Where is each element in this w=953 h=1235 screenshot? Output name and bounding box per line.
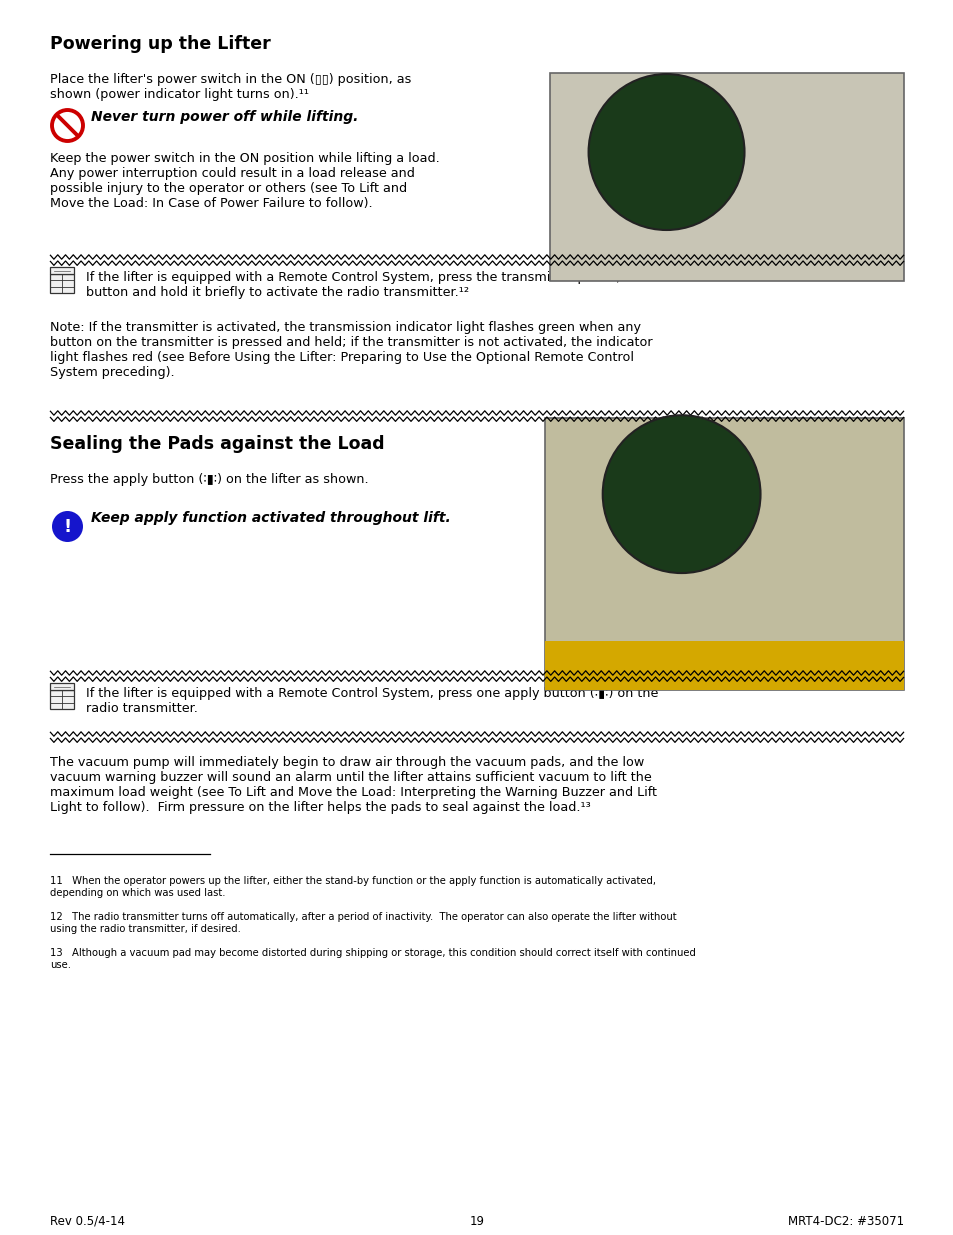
FancyBboxPatch shape [545, 641, 903, 690]
Text: Sealing the Pads against the Load: Sealing the Pads against the Load [50, 435, 384, 453]
Text: Keep the power switch in the ON position while lifting a load.
Any power interru: Keep the power switch in the ON position… [50, 152, 439, 210]
Text: Press the apply button (∶▮∶) on the lifter as shown.: Press the apply button (∶▮∶) on the lift… [50, 473, 368, 487]
Text: Never turn power off while lifting.: Never turn power off while lifting. [91, 110, 358, 124]
Text: If the lifter is equipped with a Remote Control System, press one apply button (: If the lifter is equipped with a Remote … [86, 687, 658, 715]
FancyBboxPatch shape [50, 690, 74, 709]
Circle shape [602, 415, 760, 573]
Text: MRT4-DC2: #35071: MRT4-DC2: #35071 [787, 1215, 903, 1228]
Circle shape [588, 74, 743, 230]
Text: 12   The radio transmitter turns off automatically, after a period of inactivity: 12 The radio transmitter turns off autom… [50, 911, 676, 934]
FancyBboxPatch shape [50, 274, 74, 294]
FancyBboxPatch shape [549, 73, 903, 282]
Text: If the lifter is equipped with a Remote Control System, press the transmitter po: If the lifter is equipped with a Remote … [86, 270, 664, 299]
FancyBboxPatch shape [50, 267, 74, 274]
FancyBboxPatch shape [50, 683, 74, 690]
Text: !: ! [63, 517, 71, 536]
Text: Keep apply function activated throughout lift.: Keep apply function activated throughout… [91, 511, 450, 525]
FancyBboxPatch shape [545, 417, 903, 690]
Text: 13   Although a vacuum pad may become distorted during shipping or storage, this: 13 Although a vacuum pad may become dist… [50, 948, 695, 969]
Circle shape [52, 110, 83, 141]
Text: 12VDC: 12VDC [714, 122, 738, 128]
Text: Powering up the Lifter: Powering up the Lifter [50, 35, 271, 53]
Text: 19: 19 [469, 1215, 484, 1228]
Circle shape [52, 511, 83, 542]
Text: Rev 0.5/4-14: Rev 0.5/4-14 [50, 1215, 125, 1228]
Text: 12VDC: 12VDC [712, 458, 736, 464]
Text: Place the lifter's power switch in the ON (▯▯) position, as
shown (power indicat: Place the lifter's power switch in the O… [50, 73, 411, 101]
Text: 11   When the operator powers up the lifter, either the stand-by function or the: 11 When the operator powers up the lifte… [50, 876, 656, 898]
Text: Note: If the transmitter is activated, the transmission indicator light flashes : Note: If the transmitter is activated, t… [50, 321, 652, 379]
Text: The vacuum pump will immediately begin to draw air through the vacuum pads, and : The vacuum pump will immediately begin t… [50, 756, 657, 814]
